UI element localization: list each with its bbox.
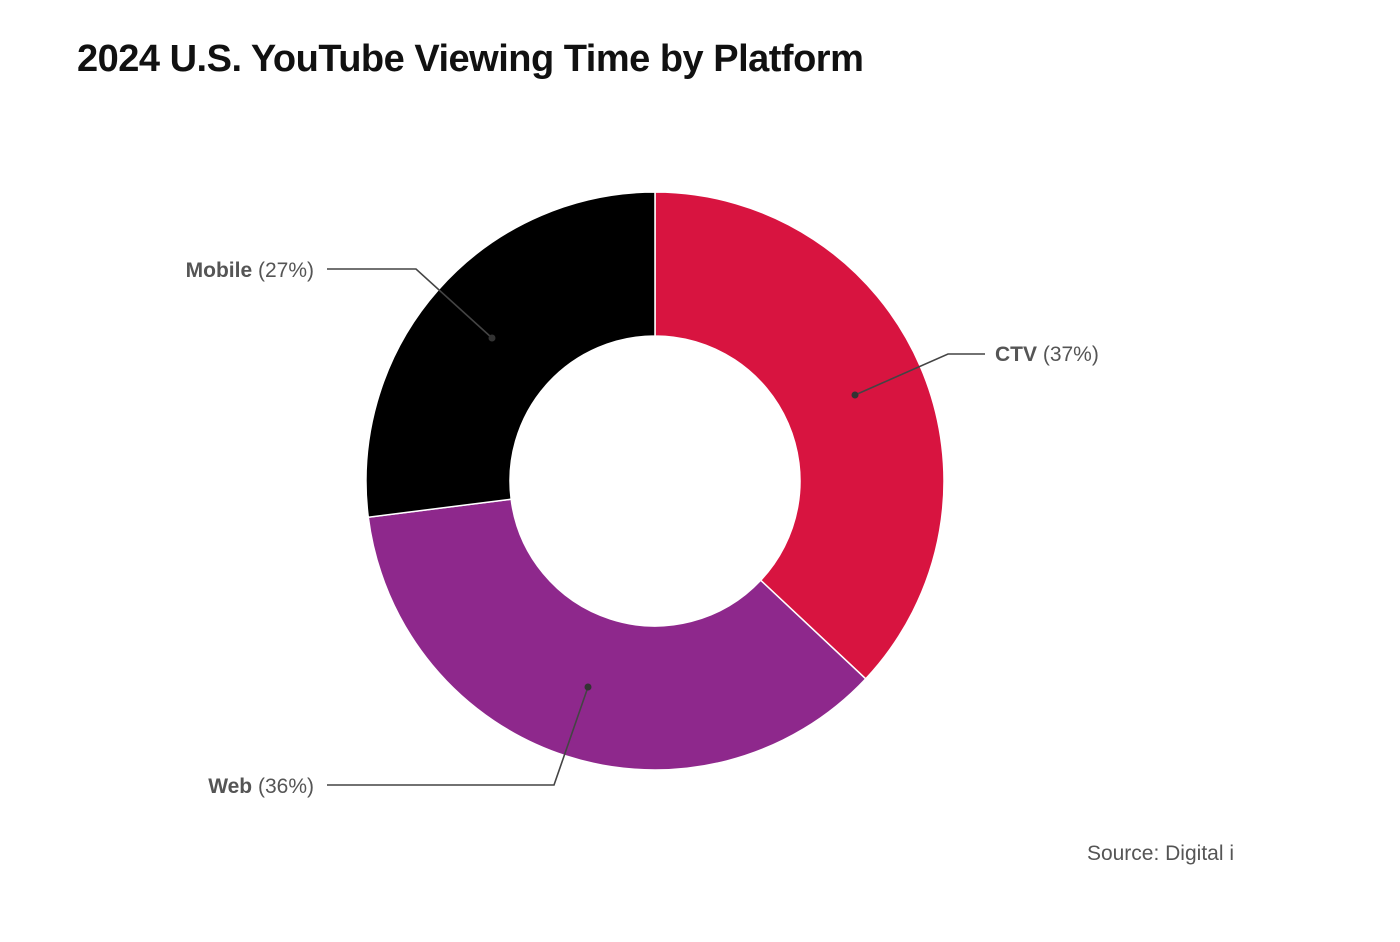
- slices-layer: [365, 191, 945, 771]
- slice-label-name: CTV: [995, 343, 1037, 366]
- leaders-layer: [327, 268, 985, 786]
- leader-line-ctv: [854, 353, 985, 396]
- chart-title: 2024 U.S. YouTube Viewing Time by Platfo…: [77, 38, 864, 80]
- leader-line-web: [327, 686, 589, 786]
- slice-label-name: Mobile: [186, 259, 253, 282]
- leader-line-mobile: [327, 268, 493, 339]
- slice-web: [367, 498, 867, 771]
- slice-label-percent: (27%): [252, 259, 314, 282]
- slice-mobile: [365, 191, 656, 519]
- leader-dot-ctv: [851, 391, 859, 399]
- slice-label-mobile: Mobile (27%): [186, 259, 314, 282]
- leader-dot-web: [584, 683, 592, 691]
- slice-label-name: Web: [208, 775, 252, 798]
- slice-label-percent: (36%): [252, 775, 314, 798]
- source-note: Source: Digital i: [1086, 842, 1234, 865]
- slice-label-web: Web (36%): [208, 775, 314, 798]
- labels-layer: CTV (37%) Web (36%) Mobile (27%): [186, 259, 1099, 798]
- slice-label-ctv: CTV (37%): [995, 343, 1099, 366]
- slice-label-percent: (37%): [1037, 343, 1099, 366]
- slice-ctv: [654, 191, 945, 680]
- leader-dot-mobile: [488, 334, 496, 342]
